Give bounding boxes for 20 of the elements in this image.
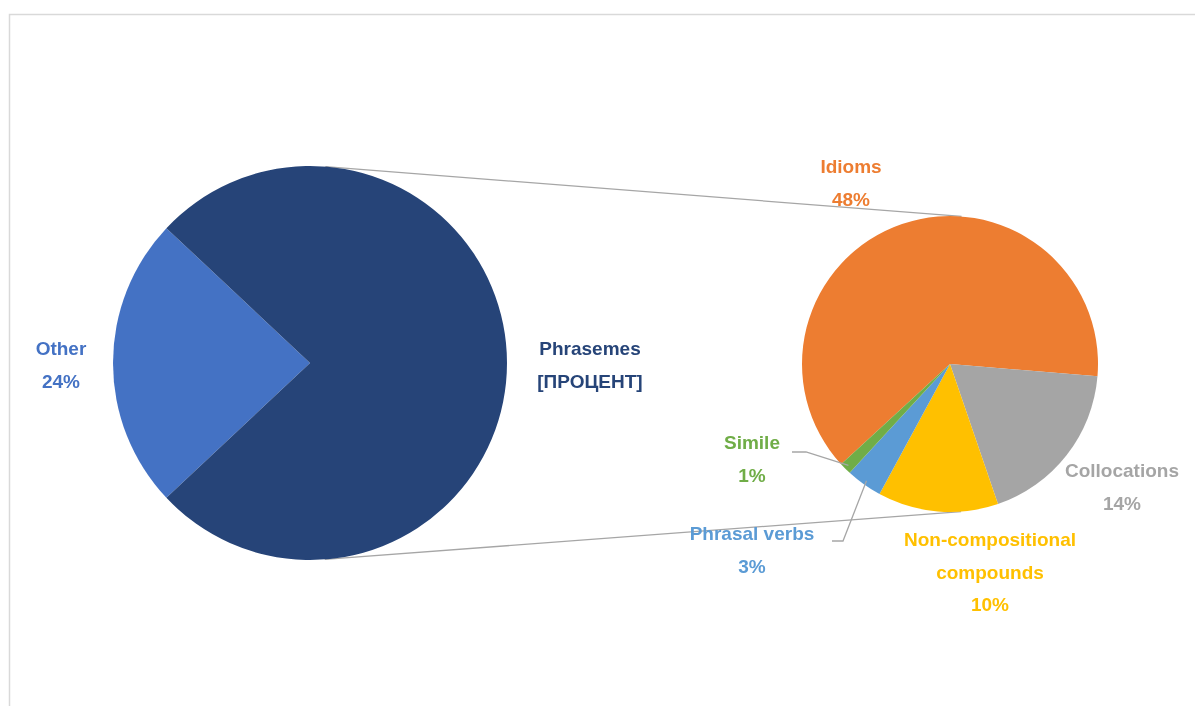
data-label: 14%: [1102, 492, 1142, 514]
pie-slice: [166, 166, 507, 560]
data-label: 24%: [41, 370, 81, 392]
pie-slice: [849, 364, 950, 495]
slice-label: Non-compositional compounds: [903, 529, 1077, 583]
slice-label: Idioms: [820, 156, 882, 178]
slice-label: Other: [35, 338, 87, 360]
data-label: [ПРОЦЕНТ]: [537, 370, 643, 392]
data-label: 48%: [831, 188, 871, 210]
pie-slice: [841, 364, 950, 473]
pie-slice: [879, 364, 998, 512]
slice-label: Simile: [724, 432, 780, 454]
data-label: 1%: [738, 464, 766, 486]
pie-slice: [113, 228, 310, 498]
slice-label: Phrasemes: [539, 338, 641, 360]
pie-slice: [802, 216, 1098, 465]
slice-label: Collocations: [1064, 460, 1180, 482]
data-label: 10%: [970, 594, 1010, 615]
slice-label: Phrasal verbs: [689, 523, 815, 545]
data-label: 3%: [738, 555, 766, 577]
